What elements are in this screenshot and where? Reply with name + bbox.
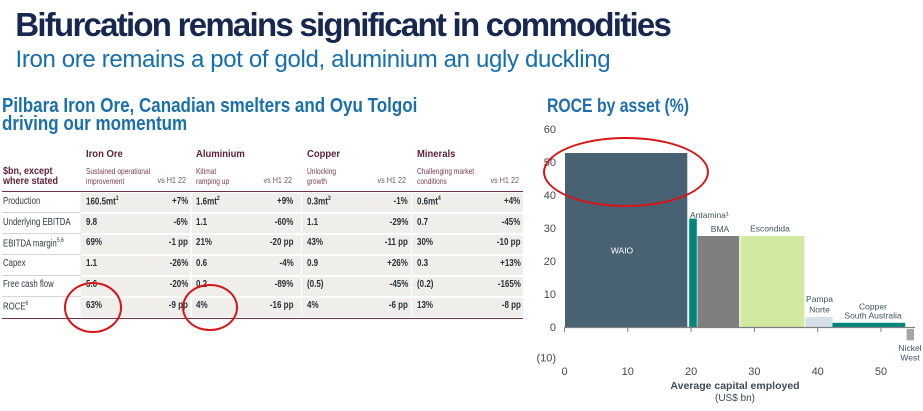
svg-text:West: West	[900, 353, 920, 363]
svg-text:BMA: BMA	[711, 224, 730, 234]
svg-text:0: 0	[550, 322, 556, 334]
svg-text:(US$ bn): (US$ bn)	[715, 393, 755, 404]
svg-text:WAIO: WAIO	[611, 246, 634, 256]
svg-text:Copper: Copper	[859, 301, 887, 311]
svg-text:10: 10	[544, 289, 556, 301]
svg-text:20: 20	[544, 256, 556, 268]
svg-text:Antamina¹: Antamina¹	[690, 210, 729, 220]
svg-text:20: 20	[685, 366, 697, 378]
svg-text:40: 40	[544, 190, 556, 202]
svg-text:South Australia: South Australia	[844, 310, 901, 320]
svg-text:Pampa: Pampa	[806, 294, 833, 304]
svg-text:Nickel: Nickel	[898, 343, 921, 353]
svg-text:(10): (10)	[536, 353, 556, 365]
svg-text:50: 50	[875, 366, 887, 378]
svg-text:0: 0	[561, 366, 567, 378]
svg-text:30: 30	[544, 223, 556, 235]
svg-text:Escondida: Escondida	[750, 224, 790, 234]
svg-text:30: 30	[748, 366, 760, 378]
svg-text:40: 40	[812, 366, 824, 378]
svg-text:ROCE by asset (%): ROCE by asset (%)	[547, 96, 689, 117]
svg-text:10: 10	[622, 366, 634, 378]
svg-text:Average capital employed: Average capital employed	[670, 380, 799, 392]
svg-text:60: 60	[544, 124, 556, 136]
svg-text:Norte: Norte	[809, 304, 830, 314]
